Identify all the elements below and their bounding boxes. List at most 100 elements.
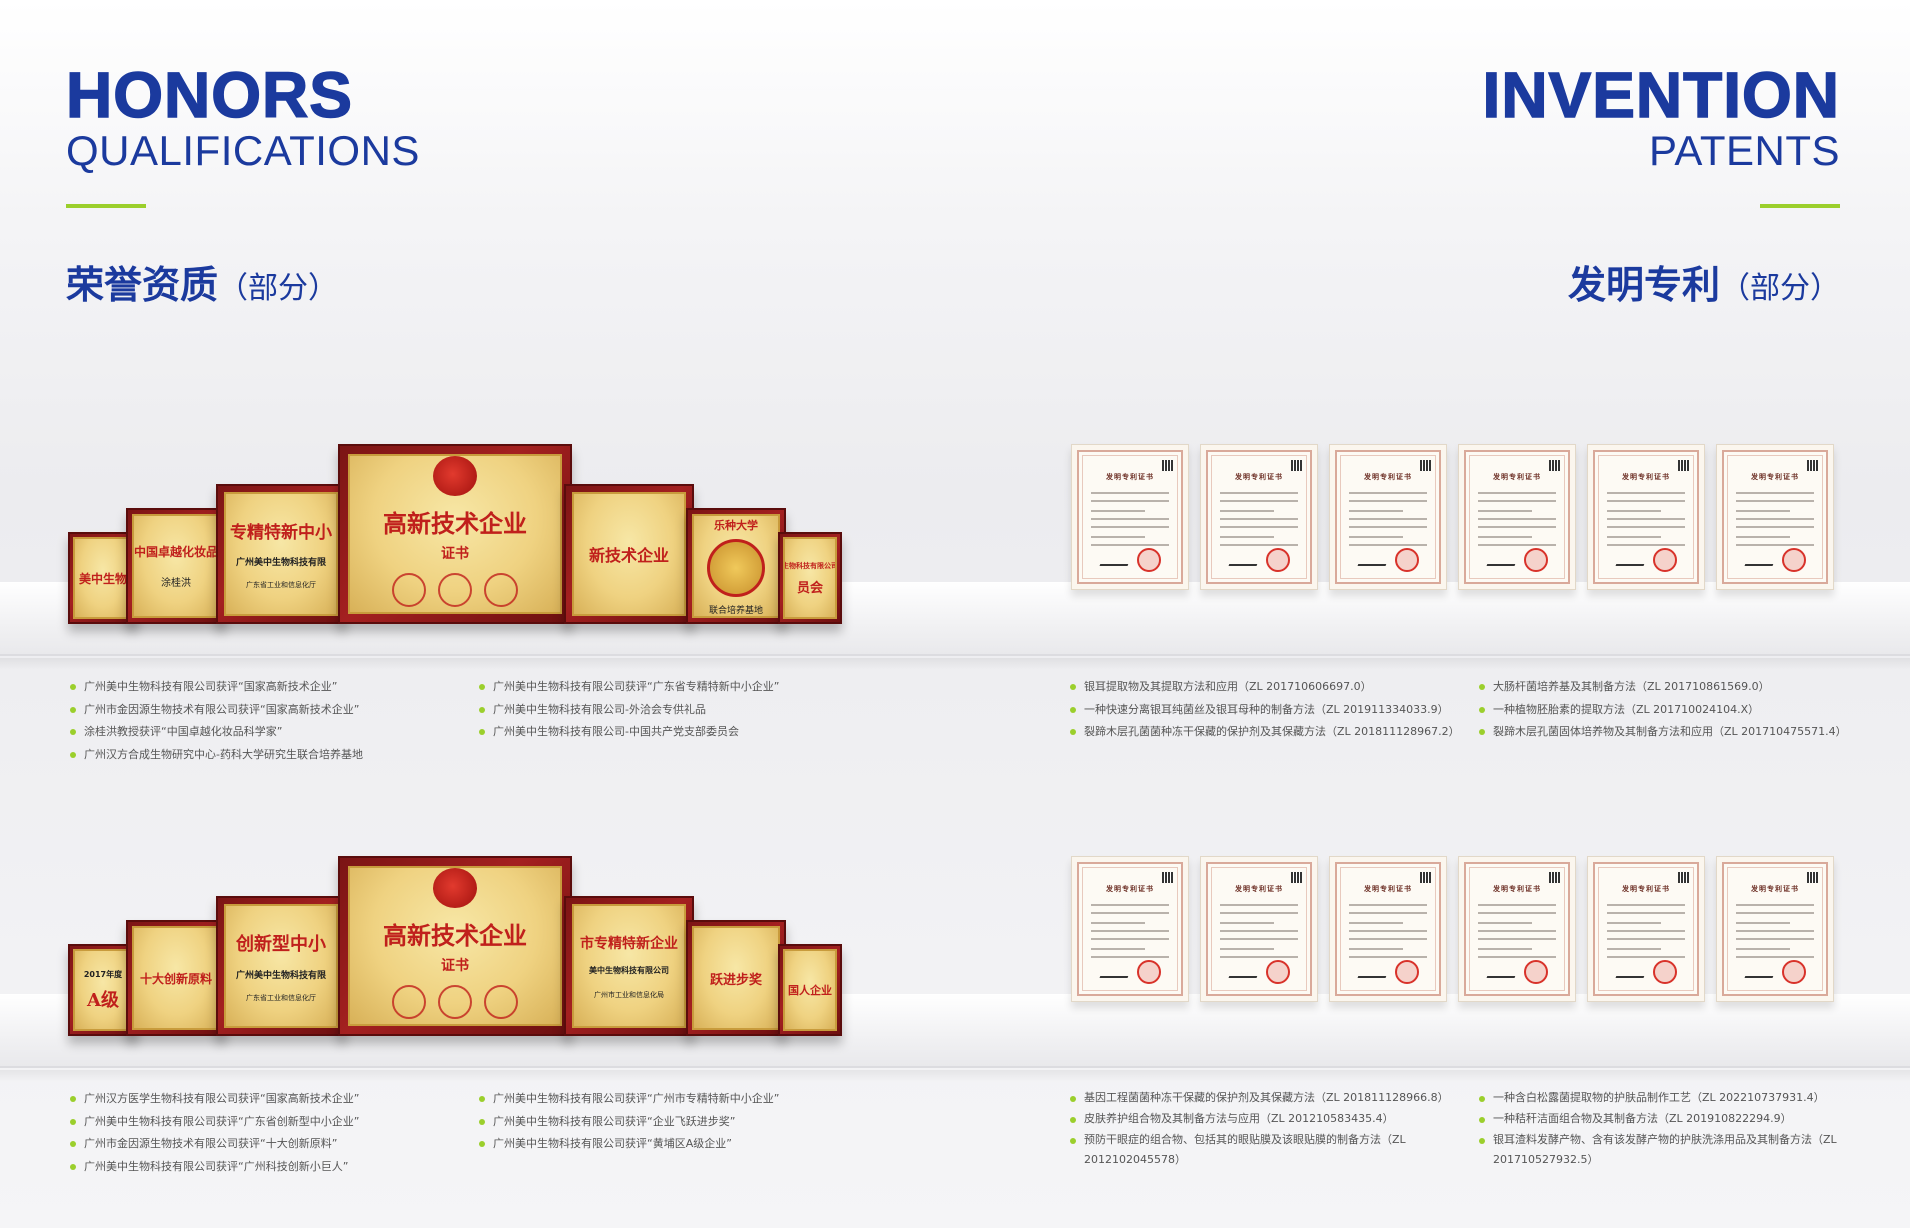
text-line <box>1091 904 1169 906</box>
plaque-text: 广州市工业和信息化局 <box>594 990 664 999</box>
honors-subtitle: QUALIFICATIONS <box>66 127 420 174</box>
list-item: 广州美中生物科技有限公司-中国共产党支部委员会 <box>477 721 779 744</box>
award-plaque: 乐种大学 联合培养基地 <box>686 508 786 624</box>
text-line <box>1736 492 1814 494</box>
honors-list: 广州美中生物科技有限公司获评“广州市专精特新中小企业” 广州美中生物科技有限公司获… <box>477 1088 779 1156</box>
certificate-border: 发明专利证书 <box>1464 862 1570 996</box>
text-line <box>1349 912 1427 914</box>
list-item: 广州美中生物科技有限公司-外洽会专供礼品 <box>477 699 779 722</box>
text-line <box>1607 938 1685 940</box>
award-plaque: 创新型中小 广州美中生物科技有限 广东省工业和信息化厅 <box>216 896 346 1036</box>
text-line <box>1349 500 1427 502</box>
signature <box>1615 970 1647 978</box>
text-line <box>1607 526 1685 528</box>
honors-title: HONORS <box>65 59 353 131</box>
text-line <box>1478 948 1532 950</box>
text-line <box>1091 500 1169 502</box>
accent-divider <box>66 204 146 208</box>
patents-title: INVENTION <box>1482 59 1840 131</box>
text-line <box>1220 544 1298 546</box>
plaque-text: 2017年度 <box>83 969 123 979</box>
text-line <box>1091 922 1145 924</box>
patent-certificate: 发明专利证书 <box>1329 444 1447 590</box>
seal-icon <box>438 573 472 607</box>
signature <box>1744 970 1776 978</box>
text-line <box>1349 930 1427 932</box>
text-line <box>1220 938 1298 940</box>
list-item: 一种秸秆洁面组合物及其制备方法（ZL 201910822294.9） <box>1477 1109 1857 1130</box>
signature <box>1228 558 1260 566</box>
qr-code-icon <box>1807 460 1818 471</box>
text-line <box>1220 526 1298 528</box>
certificate-border: 发明专利证书 <box>1077 450 1183 584</box>
patents-list: 基因工程菌菌种冻干保藏的保护剂及其保藏方法（ZL 201811128966.8）… <box>1068 1088 1454 1171</box>
certificate-title: 发明专利证书 <box>1751 473 1799 481</box>
award-plaque: 生物科技有限公司 员会 <box>778 532 842 624</box>
text-line <box>1736 510 1790 512</box>
patent-certificate: 发明专利证书 <box>1716 444 1834 590</box>
certificate-title: 发明专利证书 <box>1493 885 1541 893</box>
plaque-title: 中国卓越化妆品 <box>134 545 219 559</box>
official-seal-icon <box>1137 548 1161 572</box>
plaque-text: 广州美中生物科技有限 <box>235 558 326 568</box>
accent-divider <box>1760 204 1840 208</box>
honors-header: HONORS QUALIFICATIONS 荣誉资质（部分） <box>65 59 420 309</box>
text-line <box>1478 930 1556 932</box>
patent-certificate: 发明专利证书 <box>1458 444 1576 590</box>
signature <box>1615 558 1647 566</box>
official-seal-icon <box>1782 960 1806 984</box>
certificate-title: 发明专利证书 <box>1364 473 1412 481</box>
list-item: 广州汉方合成生物研究中心-药科大学研究生联合培养基地 <box>68 744 363 767</box>
text-line <box>1478 536 1532 538</box>
text-line <box>1736 500 1814 502</box>
plaque-title: 创新型中小 <box>236 933 326 955</box>
award-plaque: 跃进步奖 <box>686 920 786 1036</box>
emblem-icon <box>433 456 477 496</box>
patents-list: 银耳提取物及其提取方法和应用（ZL 201710606697.0） 一种快速分离银… <box>1068 676 1460 744</box>
qr-code-icon <box>1162 872 1173 883</box>
award-plaque-main: 高新技术企业 证书 <box>338 856 572 1036</box>
seal-icon <box>392 985 426 1019</box>
text-line <box>1607 912 1685 914</box>
text-line <box>1736 938 1814 940</box>
award-plaque: 市专精特新企业 美中生物科技有限公司 广州市工业和信息化局 <box>564 896 694 1036</box>
text-line <box>1607 904 1685 906</box>
text-line <box>1220 492 1298 494</box>
list-item: 银耳提取物及其提取方法和应用（ZL 201710606697.0） <box>1068 676 1460 699</box>
list-item: 皮肤养护组合物及其制备方法与应用（ZL 201210583435.4） <box>1068 1109 1454 1130</box>
text-line <box>1091 938 1169 940</box>
signature <box>1744 558 1776 566</box>
text-line <box>1091 956 1169 958</box>
list-item: 一种含白松露菌提取物的护肤品制作工艺（ZL 202210737931.4） <box>1477 1088 1857 1109</box>
text-line <box>1478 518 1556 520</box>
honors-list: 广州美中生物科技有限公司获评“广东省专精特新中小企业” 广州美中生物科技有限公司-… <box>477 676 779 744</box>
certificate-border: 发明专利证书 <box>1077 862 1183 996</box>
certificate-title: 发明专利证书 <box>1622 885 1670 893</box>
text-line <box>1736 912 1814 914</box>
text-line <box>1091 930 1169 932</box>
certificate-title: 发明专利证书 <box>1106 473 1154 481</box>
certificate-border: 发明专利证书 <box>1593 862 1699 996</box>
seal-icon <box>392 573 426 607</box>
text-line <box>1220 518 1298 520</box>
patents-list: 一种含白松露菌提取物的护肤品制作工艺（ZL 202210737931.4） 一种秸… <box>1477 1088 1857 1171</box>
text-line <box>1607 518 1685 520</box>
text-line <box>1091 518 1169 520</box>
qr-code-icon <box>1549 460 1560 471</box>
text-line <box>1478 510 1532 512</box>
signature <box>1486 970 1518 978</box>
qr-code-icon <box>1549 872 1560 883</box>
text-line <box>1349 536 1403 538</box>
list-item: 基因工程菌菌种冻干保藏的保护剂及其保藏方法（ZL 201811128966.8） <box>1068 1088 1454 1109</box>
text-line <box>1607 510 1661 512</box>
certificate-title: 发明专利证书 <box>1493 473 1541 481</box>
certificate-border: 发明专利证书 <box>1464 450 1570 584</box>
plaque-title: 高新技术企业 <box>383 509 527 538</box>
text-line <box>1736 544 1814 546</box>
certificate-border: 发明专利证书 <box>1335 450 1441 584</box>
text-line <box>1220 904 1298 906</box>
stamp-group <box>386 573 524 612</box>
plaque-text: 广州美中生物科技有限 <box>235 970 326 981</box>
text-line <box>1349 922 1403 924</box>
text-line <box>1091 526 1169 528</box>
